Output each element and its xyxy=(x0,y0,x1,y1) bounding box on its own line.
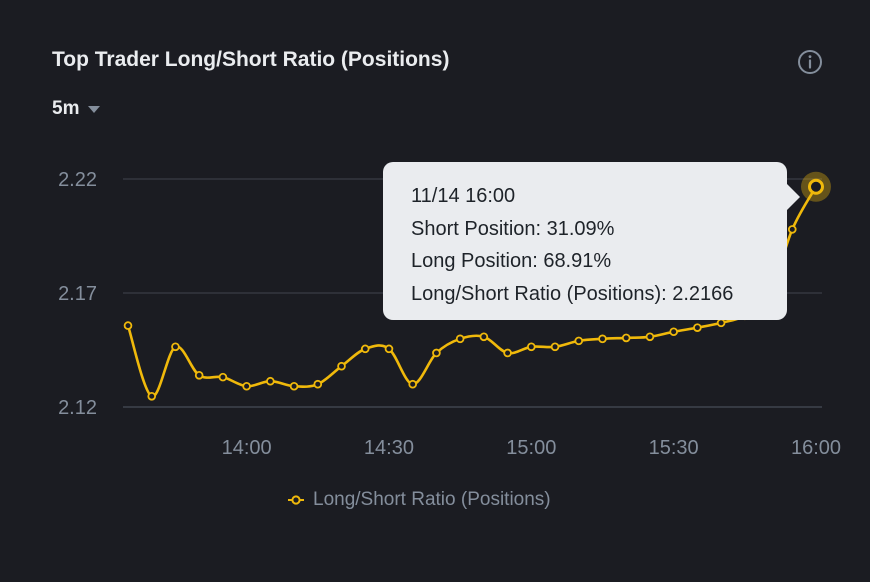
x-axis-ticks: 14:00 14:30 15:00 15:30 16:00 xyxy=(222,437,841,459)
data-point[interactable] xyxy=(194,371,204,380)
data-point[interactable] xyxy=(598,334,607,344)
interval-selector[interactable]: 5m xyxy=(52,98,101,120)
data-point[interactable] xyxy=(574,336,584,346)
data-point[interactable] xyxy=(313,379,323,389)
data-point[interactable] xyxy=(408,379,417,389)
data-point[interactable] xyxy=(550,342,560,352)
x-tick-label: 14:00 xyxy=(222,437,272,459)
data-point[interactable] xyxy=(479,332,489,342)
y-tick-label: 2.22 xyxy=(58,169,97,191)
line-dot-icon xyxy=(288,495,304,505)
data-point[interactable] xyxy=(218,372,228,382)
legend-label: Long/Short Ratio (Positions) xyxy=(313,489,551,510)
y-tick-label: 2.17 xyxy=(58,283,97,305)
data-point[interactable] xyxy=(645,332,655,342)
tooltip-time: 11/14 16:00 xyxy=(411,185,516,207)
x-tick-label: 15:00 xyxy=(506,437,556,459)
y-tick-label: 2.12 xyxy=(58,397,97,419)
data-point[interactable] xyxy=(147,391,157,401)
x-tick-label: 14:30 xyxy=(364,437,414,459)
interval-label: 5m xyxy=(52,98,80,119)
x-tick-label: 15:30 xyxy=(649,437,699,459)
data-point[interactable] xyxy=(669,327,678,337)
data-point[interactable] xyxy=(266,376,275,386)
data-point[interactable] xyxy=(289,381,299,391)
chart-tooltip: 11/14 16:00 Short Position: 31.09% Long … xyxy=(383,162,800,320)
data-point[interactable] xyxy=(337,361,346,371)
caret-down-icon xyxy=(88,106,101,113)
data-point[interactable] xyxy=(716,318,726,328)
data-point[interactable] xyxy=(787,225,797,234)
data-point[interactable] xyxy=(384,344,394,354)
chart-title: Top Trader Long/Short Ratio (Positions) xyxy=(52,48,450,71)
data-point[interactable] xyxy=(693,323,702,332)
data-point[interactable] xyxy=(171,342,180,352)
data-point[interactable] xyxy=(503,348,512,358)
data-point[interactable] xyxy=(621,333,631,343)
data-point[interactable] xyxy=(123,321,133,330)
legend-item[interactable]: Long/Short Ratio (Positions) xyxy=(287,489,551,511)
data-point[interactable] xyxy=(455,334,465,344)
data-point[interactable] xyxy=(527,342,536,352)
x-tick-label: 16:00 xyxy=(791,437,841,459)
tooltip-ratio: Long/Short Ratio (Positions): 2.2166 xyxy=(411,282,734,305)
data-point[interactable] xyxy=(360,344,370,354)
tooltip-short-position: Short Position: 31.09% xyxy=(411,217,615,240)
data-point[interactable] xyxy=(242,381,251,391)
tooltip-long-position: Long Position: 68.91% xyxy=(411,250,612,272)
y-axis-ticks: 2.22 2.17 2.12 xyxy=(58,169,97,419)
data-point[interactable] xyxy=(432,348,441,358)
info-circle-icon[interactable] xyxy=(797,49,823,75)
active-data-point[interactable] xyxy=(808,178,824,195)
